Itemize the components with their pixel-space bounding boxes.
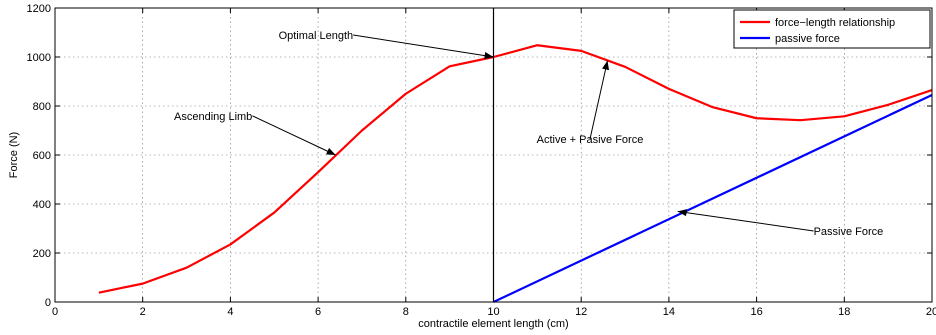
y-tick-label: 800 (33, 101, 51, 113)
axes-layer: 0 2 4 6 8 10 12 14 16 18 20020040060080010001200co… (8, 3, 936, 330)
x-tick-label: 0 (52, 306, 58, 318)
x-tick-label: 10 (487, 306, 499, 318)
series-line-1 (493, 93, 933, 303)
annotation-arrow-2 (589, 60, 610, 140)
annotation-text-3: Passive Force (814, 226, 884, 238)
x-tick-label: 14 (663, 306, 675, 318)
x-tick-label: 8 (403, 306, 409, 318)
x-axis-label: contractile element length (cm) (418, 318, 568, 330)
legend-box (733, 9, 931, 49)
annotation-text-1: Ascending Limb (174, 111, 252, 123)
x-tick-label: 12 (575, 306, 587, 318)
annotation-layer: Optimal Length Ascending Limb Active + Pas… (174, 30, 883, 238)
x-tick-label: 2 (140, 306, 146, 318)
x-tick-label: 16 (750, 306, 762, 318)
x-tick-label: 6 (315, 306, 321, 318)
y-tick-label: 400 (33, 199, 51, 211)
annotation-arrow-3 (677, 209, 814, 232)
y-axis-label: Force (N) (8, 132, 20, 178)
annotation-text-0: Optimal Length (279, 30, 354, 42)
annotation-arrow-0 (353, 34, 494, 60)
y-tick-label: 600 (33, 150, 51, 162)
y-tick-label: 1000 (27, 52, 51, 64)
legend: force−length relationship passive force (733, 9, 931, 49)
y-tick-label: 1200 (27, 3, 51, 15)
legend-label-1: passive force (775, 33, 840, 45)
x-tick-label: 18 (838, 306, 850, 318)
legend-label-0: force−length relationship (775, 17, 895, 29)
y-tick-label: 200 (33, 248, 51, 260)
x-tick-label: 4 (227, 306, 233, 318)
annotation-text-2: Active + Pasive Force (537, 134, 644, 146)
x-tick-label: 20 (926, 306, 936, 318)
annotation-arrow-1 (252, 115, 336, 156)
series-line-0 (98, 44, 933, 294)
y-tick-label: 0 (45, 297, 51, 309)
